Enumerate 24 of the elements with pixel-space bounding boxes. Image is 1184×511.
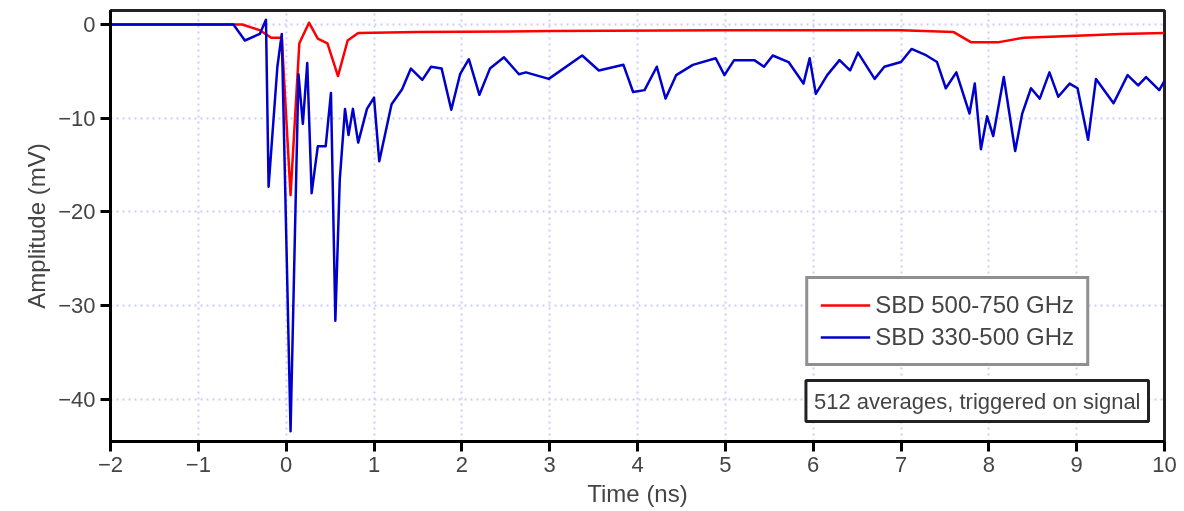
x-tick-label: 1 <box>367 451 381 477</box>
x-tick-label: 3 <box>543 451 556 477</box>
x-tick-label: 7 <box>894 451 908 477</box>
x-tick-label: 9 <box>1070 451 1083 477</box>
y-tick-label: −10 <box>58 105 96 131</box>
y-tick-label: −40 <box>58 386 96 412</box>
y-axis-title: Amplitude (mV) <box>23 143 51 309</box>
x-tick-label: 8 <box>982 451 995 477</box>
x-tick-label: 6 <box>807 451 820 477</box>
line-series <box>110 18 1165 433</box>
x-tick-label: 4 <box>631 451 644 477</box>
legend-label: SBD 500-750 GHz <box>875 291 1074 319</box>
x-tick-label: −1 <box>185 451 211 477</box>
x-tick-label: 2 <box>455 451 468 477</box>
y-tick-label: −20 <box>58 199 96 225</box>
y-tick-label: −30 <box>58 293 96 319</box>
x-tick-label: 0 <box>280 451 293 477</box>
x-axis-title: Time (ns) <box>587 479 688 507</box>
y-tick-label: 0 <box>83 12 96 38</box>
x-tick-label: 10 <box>1152 451 1177 477</box>
x-tick-label: 5 <box>719 451 732 477</box>
legend-label: SBD 330-500 GHz <box>875 323 1074 351</box>
x-tick-label: −2 <box>97 451 124 477</box>
annotation: 512 averages, triggered on signal <box>813 388 1141 414</box>
